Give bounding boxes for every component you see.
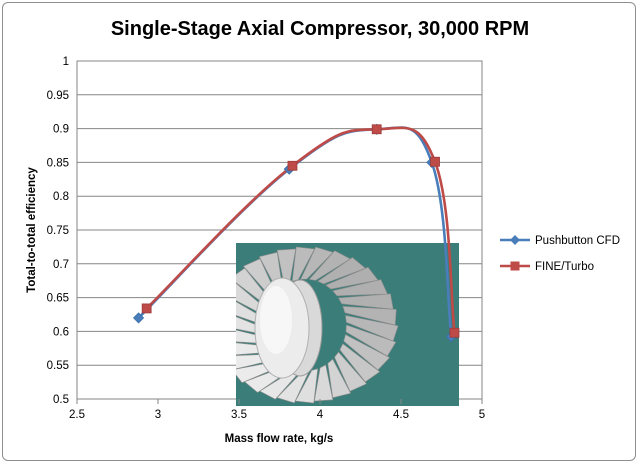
y-tick-label: 0.9 [53,124,69,136]
legend-marker [510,261,520,271]
series-layer [132,123,460,343]
x-tick-label: 3.5 [231,409,247,421]
x-tick-label: 3 [155,409,161,421]
x-tick-label: 2.5 [69,409,85,421]
data-point [141,303,152,314]
y-tick-label: 0.7 [53,259,69,271]
data-point [371,124,382,135]
rotor-blade [327,358,352,399]
legend-label: FINE/Turbo [535,261,594,273]
y-tick-label: 0.55 [47,360,69,372]
y-tick-label: 0.85 [47,157,69,169]
data-point [132,312,145,324]
x-tick-labels: 2.5 3 3.5 4 4.5 5 [69,399,485,421]
y-tick-label: 0.8 [53,191,69,203]
x-tick-label: 5 [479,409,485,421]
x-axis-title: Mass flow rate, kg/s [225,433,334,445]
y-tick-labels: 0.5 0.55 0.6 0.65 0.7 0.75 0.8 0.85 0.9 0.95 1 [47,56,69,406]
rotor-blade [345,315,399,342]
data-point [287,160,298,171]
y-tick-label: 0.65 [47,293,69,305]
y-tick-label: 0.95 [47,90,69,102]
data-point [430,156,440,167]
y-axis-title: Total-to-total efficiency [26,167,38,293]
data-point [449,327,460,338]
y-tick-label: 1 [63,56,69,68]
x-tick-label: 4.5 [393,409,409,421]
rotor-blade [313,364,334,402]
y-tick-label: 0.75 [47,225,69,237]
legend-marker [510,235,520,245]
compressor-rotor-image [236,243,459,406]
x-tick-label: 4 [317,409,324,421]
legend: Pushbutton CFD FINE/Turbo [500,235,620,273]
legend-label: Pushbutton CFD [535,235,620,247]
y-tick-label: 0.5 [53,394,69,406]
rotor-blade [334,351,368,392]
rotor-blade [339,343,381,383]
chart-title: Single-Stage Axial Compressor, 30,000 RP… [110,18,530,40]
y-tick-label: 0.6 [53,326,69,338]
